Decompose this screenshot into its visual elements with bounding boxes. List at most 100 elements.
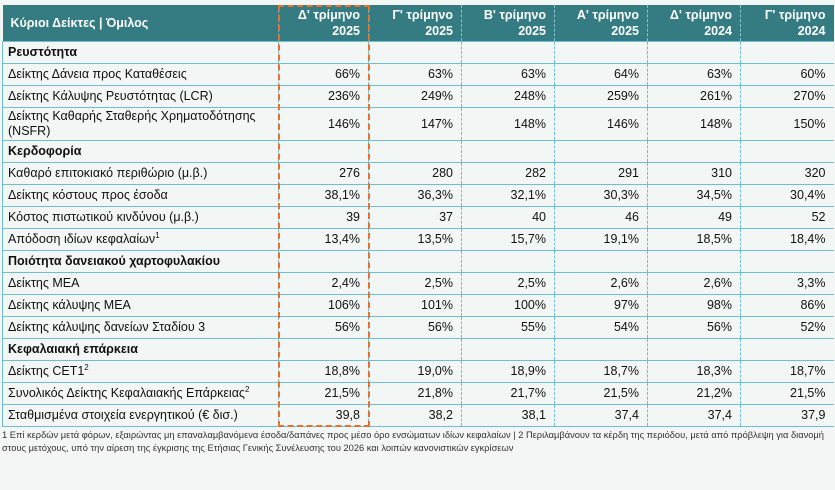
row-label-text: Κόστος πιστωτικού κινδύνου (μ.β.) [8, 210, 199, 224]
value-cell: 101% [368, 294, 462, 317]
empty-cell [740, 338, 834, 361]
value-cell: 18,7% [554, 360, 648, 383]
value-cell: 21,5% [740, 382, 834, 405]
value-cell: 2,5% [461, 272, 555, 295]
value-cell: 2,6% [647, 272, 741, 295]
value-cell: 66% [278, 63, 369, 86]
footnote-ref: 1 [155, 230, 160, 240]
value-cell: 19,0% [368, 360, 462, 383]
value-cell: 21,8% [368, 382, 462, 405]
empty-cell [647, 41, 741, 64]
empty-cell [740, 41, 834, 64]
row-label-text: Δείκτης κάλυψης ΜΕΑ [8, 298, 131, 312]
value-cell: 2,5% [368, 272, 462, 295]
empty-cell [368, 250, 462, 273]
section-row: Ρευστότητα [2, 41, 834, 64]
value-cell: 15,7% [461, 228, 555, 251]
table-row: Συνολικός Δείκτης Κεφαλαιακής Επάρκειας2… [2, 382, 834, 405]
table-row: Καθαρό επιτοκιακό περιθώριο (μ.β.) 276 280… [2, 162, 834, 185]
value-cell: 291 [554, 162, 648, 185]
row-label-text: Δείκτης κάλυψης δανείων Σταδίου 3 [8, 320, 206, 334]
value-cell: 39 [278, 206, 369, 229]
table-row: Δείκτης ΜΕΑ 2,4% 2,5% 2,5% 2,6% 2,6% 3,3% [2, 272, 834, 295]
section-title: Ρευστότητα [2, 41, 279, 64]
row-label-text: Καθαρό επιτοκιακό περιθώριο (μ.β.) [8, 166, 208, 180]
value-cell: 55% [461, 316, 555, 339]
row-label-text: Σταθμισμένα στοιχεία ενεργητικού (€ δισ.… [8, 408, 238, 422]
value-cell: 18,3% [647, 360, 741, 383]
column-header: Γ' τρίμηνο 2024 [740, 5, 834, 42]
value-cell: 46 [554, 206, 648, 229]
row-label-text: Δείκτης Κάλυψης Ρευστότητας (LCR) [8, 89, 213, 103]
value-cell: 3,3% [740, 272, 834, 295]
section-row: Κερδοφορία [2, 140, 834, 163]
value-cell: 98% [647, 294, 741, 317]
value-cell: 38,2 [368, 404, 462, 427]
empty-cell [278, 140, 369, 163]
value-cell: 39,8 [278, 404, 369, 427]
table-row: Δείκτης Καθαρής Σταθερής Χρηματοδότησης … [2, 107, 834, 141]
value-cell: 21,7% [461, 382, 555, 405]
value-cell: 38,1% [278, 184, 369, 207]
header-row: Κύριοι Δείκτες | Όμιλος Δ' τρίμηνο 2025 Γ'… [2, 5, 834, 42]
value-cell: 97% [554, 294, 648, 317]
section-row: Ποιότητα δανειακού χαρτοφυλακίου [2, 250, 834, 273]
row-label: Δείκτης Δάνεια προς Καταθέσεις [2, 63, 279, 86]
row-label-text: Δείκτης κόστους προς έσοδα [8, 188, 168, 202]
row-label: Δείκτης CET12 [2, 360, 279, 383]
table-row: Δείκτης κόστους προς έσοδα 38,1% 36,3% 32,1… [2, 184, 834, 207]
value-cell: 63% [368, 63, 462, 86]
value-cell: 261% [647, 85, 741, 108]
value-cell: 56% [278, 316, 369, 339]
value-cell: 37,4 [554, 404, 648, 427]
row-label-text: Δείκτης CET1 [8, 364, 85, 378]
empty-cell [647, 338, 741, 361]
value-cell: 100% [461, 294, 555, 317]
value-cell: 259% [554, 85, 648, 108]
value-cell: 249% [368, 85, 462, 108]
table-row: Κόστος πιστωτικού κινδύνου (μ.β.) 39 37 40 4… [2, 206, 834, 229]
empty-cell [368, 338, 462, 361]
value-cell: 19,1% [554, 228, 648, 251]
value-cell: 236% [278, 85, 369, 108]
empty-cell [554, 41, 648, 64]
row-label-text: Δείκτης Δάνεια προς Καταθέσεις [8, 67, 187, 81]
empty-cell [461, 41, 555, 64]
value-cell: 40 [461, 206, 555, 229]
row-label: Δείκτης Καθαρής Σταθερής Χρηματοδότησης … [2, 107, 279, 141]
value-cell: 32,1% [461, 184, 555, 207]
footnotes: 1 Επί κερδών μετά φόρων, εξαιρώντας μη ε… [2, 430, 824, 453]
table-row: Δείκτης CET12 18,8% 19,0% 18,9% 18,7% 18,3% 18… [2, 360, 834, 383]
value-cell: 21,2% [647, 382, 741, 405]
empty-cell [368, 140, 462, 163]
value-cell: 150% [740, 107, 834, 141]
value-cell: 2,4% [278, 272, 369, 295]
empty-cell [554, 140, 648, 163]
section-title: Κερδοφορία [2, 140, 279, 163]
row-label: Δείκτης ΜΕΑ [2, 272, 279, 295]
value-cell: 282 [461, 162, 555, 185]
value-cell: 56% [647, 316, 741, 339]
value-cell: 34,5% [647, 184, 741, 207]
row-label: Δείκτης κάλυψης ΜΕΑ [2, 294, 279, 317]
column-header: Α' τρίμηνο 2025 [554, 5, 648, 42]
column-header: Γ' τρίμηνο 2025 [368, 5, 462, 42]
empty-cell [461, 250, 555, 273]
empty-cell [647, 140, 741, 163]
column-header: Β' τρίμηνο 2025 [461, 5, 555, 42]
table-row: Σταθμισμένα στοιχεία ενεργητικού (€ δισ.… [2, 404, 834, 427]
empty-cell [278, 250, 369, 273]
value-cell: 18,5% [647, 228, 741, 251]
value-cell: 248% [461, 85, 555, 108]
section-title: Ποιότητα δανειακού χαρτοφυλακίου [2, 250, 279, 273]
empty-cell [278, 338, 369, 361]
value-cell: 52 [740, 206, 834, 229]
table-row: Δείκτης Κάλυψης Ρευστότητας (LCR) 236% 249… [2, 85, 834, 108]
value-cell: 18,8% [278, 360, 369, 383]
key-indicators-table: Κύριοι Δείκτες | Όμιλος Δ' τρίμηνο 2025 Γ'… [2, 5, 834, 427]
footnote-ref: 2 [84, 362, 89, 372]
column-header: Δ' τρίμηνο 2024 [647, 5, 741, 42]
value-cell: 38,1 [461, 404, 555, 427]
empty-cell [368, 41, 462, 64]
value-cell: 2,6% [554, 272, 648, 295]
